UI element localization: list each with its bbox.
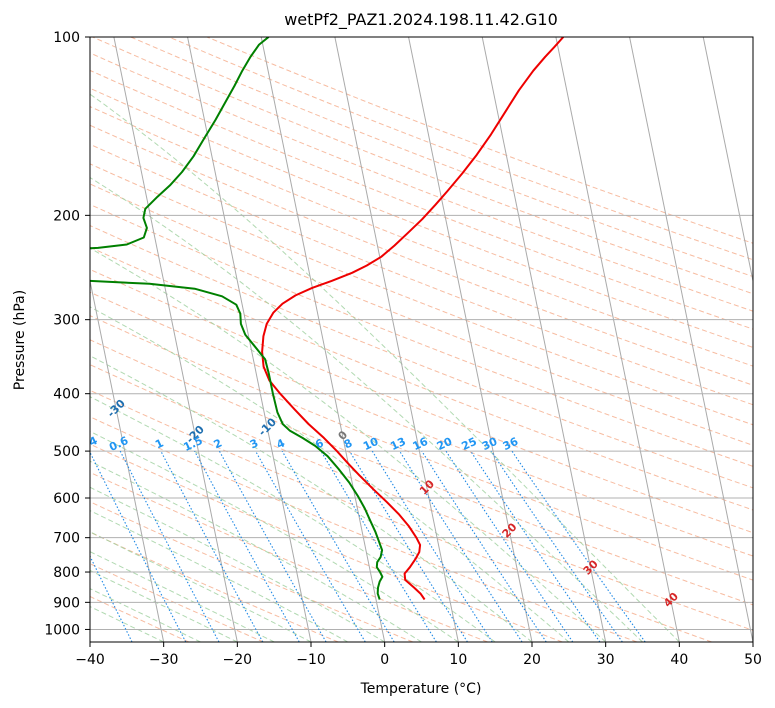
y-tick-label: 500 (53, 444, 80, 460)
dry-adiabat (92, 37, 753, 295)
mixing-ratio-line (349, 450, 468, 642)
mixing-ratio-label: 10 (361, 435, 381, 453)
moist-adiabat (90, 569, 238, 642)
y-axis: 100 200 300 400 500 600 700 800 900 1000 (44, 30, 90, 638)
x-tick-label: 40 (670, 652, 688, 668)
mixing-ratio-line (218, 450, 327, 642)
moist-adiabat (90, 93, 680, 642)
mixing-ratio-label: 13 (388, 435, 407, 453)
mixing-ratio-line (371, 450, 493, 642)
x-tick-label: 20 (523, 652, 541, 668)
mixing-ratio-line (399, 450, 523, 642)
mixing-ratio-line (421, 450, 547, 642)
mixing-ratio-line (90, 451, 187, 642)
isotherm-line (702, 37, 753, 284)
mixing-ratio-line (194, 450, 300, 642)
dry-adiabat (90, 203, 753, 467)
isotherm-line (629, 37, 753, 642)
mixing-ratio-line (490, 450, 623, 642)
mixing-ratio-label: 20 (435, 435, 455, 453)
dry-adiabats (90, 37, 753, 642)
isobars (90, 37, 753, 630)
y-tick-label: 800 (53, 565, 80, 581)
isotherm-line (555, 37, 680, 642)
mixing-ratio-lines (90, 450, 646, 642)
dry-adiabat (90, 595, 190, 642)
isotherm-line (408, 37, 533, 642)
moist-adiabat (90, 510, 349, 642)
mixing-ratio-label: 0.4 (76, 434, 99, 454)
x-axis: −40 −30 −20 −10 0 10 20 30 40 50 (75, 642, 762, 668)
moist-adiabat (90, 430, 459, 642)
plot-area: -100-90-80-70-60-50-40-30-20-10010203040… (76, 37, 753, 642)
mixing-ratio-line (470, 450, 601, 642)
dry-adiabat (90, 291, 753, 557)
dry-adiabat (90, 471, 488, 642)
x-tick-label: 0 (380, 652, 389, 668)
dry-adiabat (90, 52, 753, 312)
x-axis-title: Temperature (°C) (360, 681, 482, 697)
dry-adiabat (90, 531, 339, 642)
mixing-ratio-label: 16 (411, 435, 431, 453)
y-tick-label: 1000 (44, 622, 80, 638)
x-tick-label: 50 (744, 652, 762, 668)
isotherm-line (113, 37, 238, 642)
dry-adiabat (90, 416, 638, 642)
moist-adiabat (90, 460, 422, 642)
moist-adiabats (90, 93, 680, 642)
isotherm-line (481, 37, 607, 642)
x-tick-label: −10 (296, 652, 326, 668)
moist-adiabat (90, 355, 533, 642)
y-tick-label: 700 (53, 531, 80, 547)
dry-adiabat (90, 225, 753, 489)
isotherm-line (260, 37, 386, 642)
x-tick-label: −20 (223, 652, 253, 668)
temperature-profile (261, 37, 565, 601)
isotherm-line (90, 278, 165, 642)
y-tick-label: 100 (53, 30, 80, 46)
moist-adiabat (90, 176, 643, 642)
y-tick-label: 900 (53, 595, 80, 611)
chart-title: wetPf2_PAZ1.2024.198.11.42.G10 (284, 10, 558, 30)
x-tick-label: −40 (75, 652, 105, 668)
dry-adiabat (90, 443, 563, 642)
moist-adiabat (90, 247, 607, 642)
y-tick-label: 600 (53, 491, 80, 507)
moist-adiabat (90, 396, 496, 642)
plot-frame (89, 36, 754, 643)
dewpoint-profile (90, 37, 270, 250)
dry-adiabat (90, 69, 753, 330)
dewpoint-profile (90, 279, 384, 600)
mixing-ratio-line (320, 450, 437, 642)
moist-adiabat (90, 588, 201, 642)
isotherm-line (334, 37, 459, 642)
moist-adiabat (90, 306, 570, 642)
y-tick-label: 200 (53, 208, 80, 224)
mixing-ratio-label: 30 (480, 435, 500, 453)
mixing-ratio-line (511, 450, 646, 642)
x-tick-label: 10 (449, 652, 467, 668)
y-tick-label: 400 (53, 387, 80, 403)
x-tick-label: 30 (597, 652, 615, 668)
mixing-ratio-label: 36 (501, 435, 521, 453)
dry-adiabat (90, 339, 753, 606)
dry-adiabat (90, 246, 753, 511)
mixing-ratio-line (445, 450, 574, 642)
dry-adiabat (90, 268, 753, 534)
dry-adiabat (90, 389, 712, 642)
mixing-ratio-label: 25 (460, 435, 479, 453)
mixing-ratio-line (160, 450, 264, 642)
mixing-ratio-line (119, 450, 220, 642)
y-tick-label: 300 (53, 313, 80, 329)
x-tick-label: −30 (149, 652, 179, 668)
sounding-profiles (90, 37, 565, 601)
y-axis-title: Pressure (hPa) (12, 290, 28, 390)
dry-adiabat (90, 364, 753, 631)
